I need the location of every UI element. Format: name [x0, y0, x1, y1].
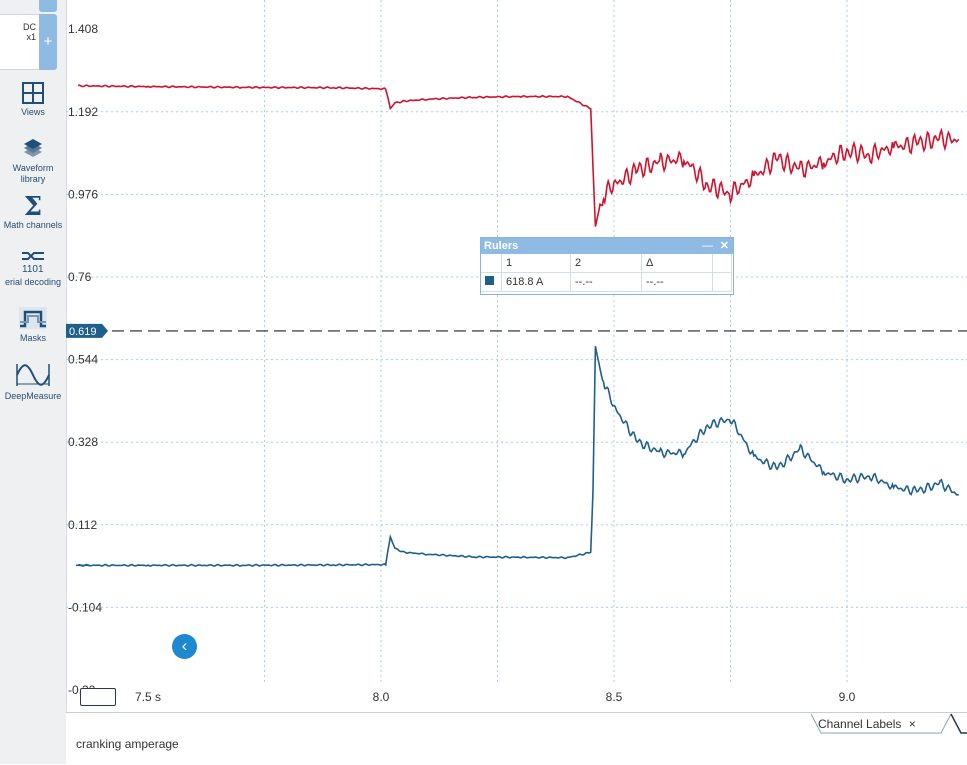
channel-color-swatch	[485, 276, 494, 285]
views-tool[interactable]: Views	[0, 82, 66, 118]
math-channels-label: Math channels	[3, 220, 63, 230]
waveform-library-label-2: library	[20, 174, 46, 184]
channel-labels-label: Channel Labels	[818, 717, 902, 731]
probe-label: x1	[26, 32, 36, 42]
series-line-1	[77, 84, 960, 227]
ruler-handle	[66, 323, 108, 338]
rulers-title: Rulers	[484, 240, 519, 252]
rulers-swatch-cell	[481, 272, 502, 292]
scope-plot[interactable]: 1.408 1.192 0.976 0.76 0.544 0.328 0.112 -0.104…	[66, 0, 967, 712]
y-tick-label: 0.544	[68, 353, 98, 367]
waveform-chart[interactable]: 1.408 1.192 0.976 0.76 0.544 0.328 0.112 -0.104…	[66, 0, 967, 712]
channel-labels-tab[interactable]: Channel Labels ×	[818, 717, 916, 731]
rulers-panel[interactable]: Rulers — ✕ 1 2 Δ 618.8 A --.-- --.--	[480, 237, 734, 295]
rulers-header[interactable]: Rulers — ✕	[481, 238, 733, 254]
waveform-library-label-1: Waveform	[12, 163, 54, 173]
serial-decoding-tool[interactable]: 1101 erial decoding	[0, 250, 66, 288]
ruler-1-value: 618.8 A	[501, 272, 571, 292]
serial-decoding-icon: 1101	[22, 252, 44, 274]
rulers-corner-cell	[481, 254, 502, 273]
rulers-col-1: 1	[501, 254, 571, 273]
deepmeasure-icon	[16, 364, 50, 386]
channel-labels-tab-shape	[811, 713, 967, 734]
ruler-delta-value: --.--	[641, 272, 713, 292]
y-tick-label: 0.976	[68, 187, 98, 201]
y-tick-label: -0.104	[68, 600, 102, 614]
serial-decoding-label: erial decoding	[4, 277, 62, 287]
coupling-label: DC	[23, 22, 36, 32]
rulers-col-2: 2	[570, 254, 642, 273]
top-tab[interactable]	[39, 0, 57, 12]
ruler-value-label: 0.619	[69, 326, 97, 338]
masks-tool[interactable]: Masks	[0, 306, 66, 344]
x-tick-label: 9.0	[839, 690, 856, 704]
footer: Channel Labels × cranking amperage	[66, 712, 967, 765]
masks-icon	[19, 307, 47, 329]
masks-label: Masks	[19, 333, 46, 343]
x-tick-label: 8.0	[373, 690, 390, 704]
rulers-end-cell	[712, 254, 732, 273]
math-channels-tool[interactable]: Σ Math channels	[0, 194, 66, 231]
close-icon[interactable]: ✕	[719, 240, 729, 252]
y-tick-label: 0.112	[68, 518, 97, 532]
minimize-icon[interactable]: —	[702, 240, 713, 252]
y-tick-label: 0.328	[68, 435, 98, 449]
views-icon	[22, 82, 44, 104]
rulers-header-row: 1 2 Δ	[481, 254, 732, 273]
waveform-library-icon	[24, 139, 42, 157]
notes-text[interactable]: cranking amperage	[76, 737, 179, 751]
back-button[interactable]: ‹	[172, 634, 197, 659]
rulers-row: 618.8 A --.-- --.--	[481, 272, 732, 292]
waveform-library-tool[interactable]: Waveform library	[0, 138, 66, 185]
x-tick-label: 7.5 s	[135, 690, 161, 704]
series-line-2	[77, 346, 959, 567]
x-tick-label: 8.5	[606, 690, 623, 704]
channel-settings[interactable]: DC x1	[0, 14, 40, 70]
close-icon[interactable]: ×	[908, 717, 916, 731]
deepmeasure-label: DeepMeasure	[4, 391, 62, 401]
sigma-icon: Σ	[23, 192, 43, 222]
add-channel-button[interactable]: +	[39, 14, 57, 70]
deepmeasure-tool[interactable]: DeepMeasure	[0, 362, 66, 402]
svg-text:1101: 1101	[22, 264, 44, 274]
rulers-table: 1 2 Δ 618.8 A --.-- --.--	[481, 254, 732, 292]
sidebar: DC x1 + Views Waveform library Σ Math ch…	[0, 0, 67, 764]
y-tick-label: 1.408	[68, 22, 98, 36]
views-label: Views	[21, 107, 45, 117]
y-tick-label: 0.76	[68, 270, 92, 284]
rulers-end-cell-2	[712, 272, 732, 292]
x-scroll-handle[interactable]	[80, 688, 116, 706]
ruler-2-value: --.--	[570, 272, 642, 292]
y-tick-label: 1.192	[68, 105, 98, 119]
rulers-col-delta: Δ	[641, 254, 713, 273]
